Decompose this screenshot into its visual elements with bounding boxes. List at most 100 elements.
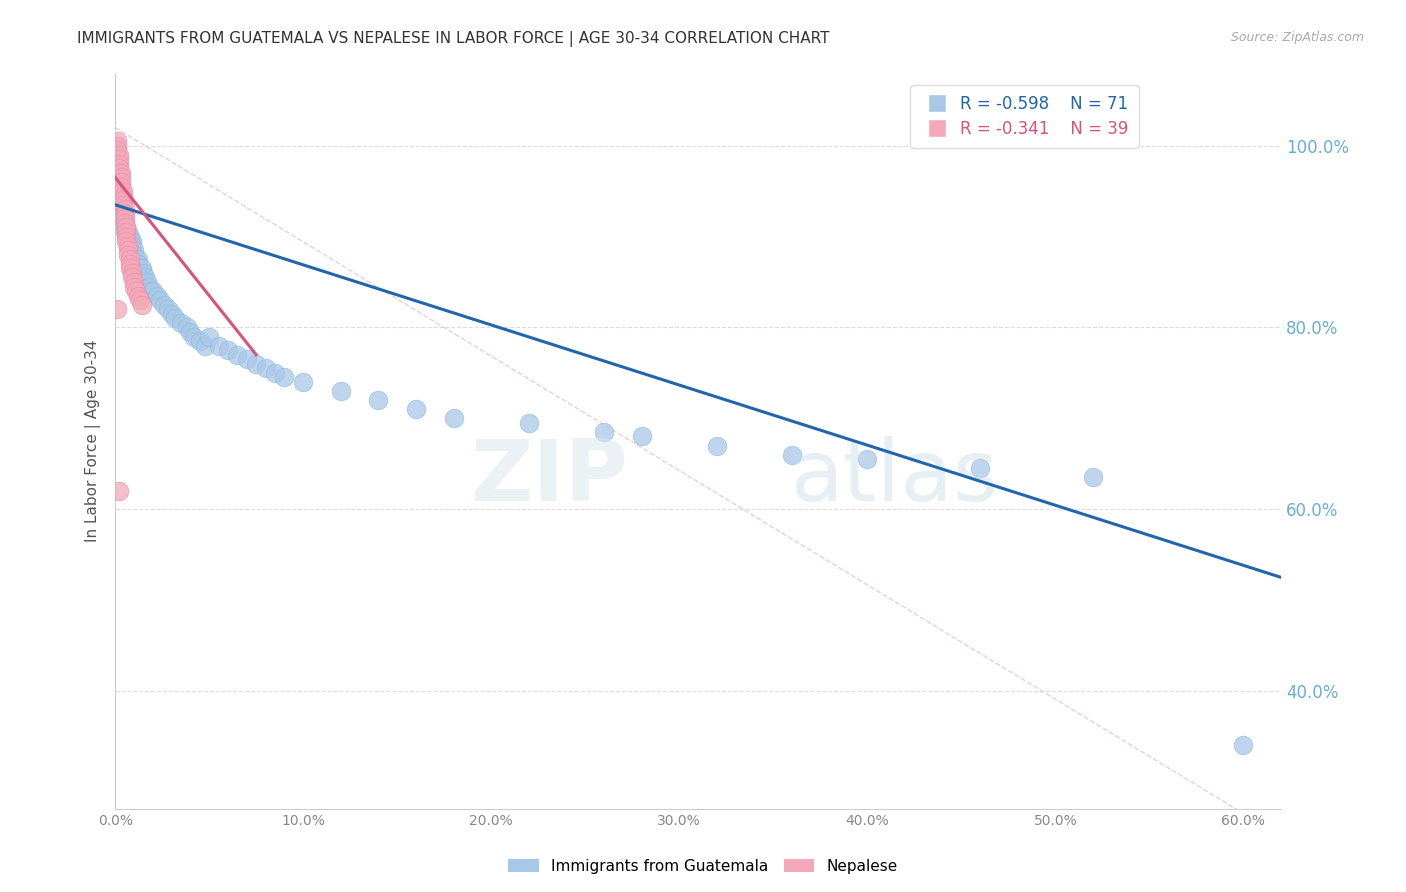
Point xyxy=(111,202,134,217)
Point xyxy=(264,366,287,380)
Point xyxy=(114,225,136,239)
Point xyxy=(706,439,728,453)
Point xyxy=(1081,470,1104,484)
Point xyxy=(780,448,803,462)
Point xyxy=(139,284,162,298)
Point xyxy=(121,270,143,285)
Point xyxy=(292,375,315,389)
Point xyxy=(170,316,193,330)
Point xyxy=(105,138,128,153)
Point xyxy=(108,153,131,167)
Point xyxy=(443,411,465,425)
Point xyxy=(121,234,143,248)
Point xyxy=(120,229,142,244)
Point xyxy=(122,248,145,262)
Text: IMMIGRANTS FROM GUATEMALA VS NEPALESE IN LABOR FORCE | AGE 30-34 CORRELATION CHA: IMMIGRANTS FROM GUATEMALA VS NEPALESE IN… xyxy=(77,31,830,47)
Point xyxy=(110,202,132,217)
Point xyxy=(405,402,427,417)
Point xyxy=(108,483,131,498)
Point xyxy=(145,288,167,302)
Point xyxy=(111,188,134,202)
Point xyxy=(149,293,172,308)
Point xyxy=(367,393,389,408)
Point xyxy=(111,207,134,221)
Text: ZIP: ZIP xyxy=(471,436,628,519)
Point xyxy=(114,216,136,230)
Point xyxy=(142,284,165,298)
Point xyxy=(117,238,139,252)
Point xyxy=(273,370,295,384)
Point xyxy=(105,143,128,157)
Point xyxy=(117,243,139,257)
Point xyxy=(122,279,145,293)
Point xyxy=(125,252,148,267)
Point xyxy=(108,184,131,198)
Point xyxy=(110,207,132,221)
Point xyxy=(1232,739,1254,753)
Point xyxy=(131,298,153,312)
Point xyxy=(160,307,183,321)
Point xyxy=(121,238,143,252)
Point xyxy=(593,425,616,439)
Point xyxy=(517,416,540,430)
Point xyxy=(217,343,239,358)
Point xyxy=(108,161,131,176)
Point xyxy=(329,384,352,398)
Point xyxy=(110,166,132,180)
Point xyxy=(122,243,145,257)
Point xyxy=(198,329,221,343)
Point xyxy=(115,234,138,248)
Point xyxy=(117,229,139,244)
Point xyxy=(125,284,148,298)
Point xyxy=(207,338,229,352)
Point xyxy=(105,175,128,189)
Point xyxy=(856,452,879,467)
Point xyxy=(254,361,277,376)
Point xyxy=(110,193,132,207)
Point xyxy=(120,252,142,267)
Point xyxy=(127,288,149,302)
Point xyxy=(105,134,128,148)
Point xyxy=(165,311,187,326)
Point xyxy=(115,220,138,235)
Point xyxy=(110,198,132,212)
Point xyxy=(236,352,259,367)
Point xyxy=(127,252,149,267)
Point xyxy=(132,266,155,280)
Point xyxy=(226,348,249,362)
Point xyxy=(121,266,143,280)
Point xyxy=(156,302,179,317)
Point xyxy=(138,279,160,293)
Point xyxy=(115,229,138,244)
Point xyxy=(122,275,145,289)
Point xyxy=(108,148,131,162)
Point xyxy=(245,357,267,371)
Point xyxy=(115,225,138,239)
Point xyxy=(128,293,150,308)
Point xyxy=(114,211,136,226)
Point xyxy=(179,325,201,339)
Point xyxy=(110,175,132,189)
Text: atlas: atlas xyxy=(792,436,1000,519)
Point xyxy=(131,261,153,276)
Point xyxy=(114,216,136,230)
Point xyxy=(111,193,134,207)
Point xyxy=(120,257,142,271)
Point xyxy=(630,429,652,443)
Point xyxy=(105,302,128,317)
Point xyxy=(136,275,159,289)
Point xyxy=(194,338,217,352)
Point xyxy=(153,298,176,312)
Point xyxy=(114,220,136,235)
Point xyxy=(188,334,211,348)
Point xyxy=(110,170,132,185)
Point xyxy=(115,220,138,235)
Point xyxy=(134,270,156,285)
Y-axis label: In Labor Force | Age 30-34: In Labor Force | Age 30-34 xyxy=(86,340,101,542)
Point xyxy=(108,179,131,194)
Point xyxy=(114,207,136,221)
Point xyxy=(105,166,128,180)
Legend: R = -0.598    N = 71, R = -0.341    N = 39: R = -0.598 N = 71, R = -0.341 N = 39 xyxy=(910,85,1139,148)
Point xyxy=(120,261,142,276)
Point xyxy=(176,320,198,334)
